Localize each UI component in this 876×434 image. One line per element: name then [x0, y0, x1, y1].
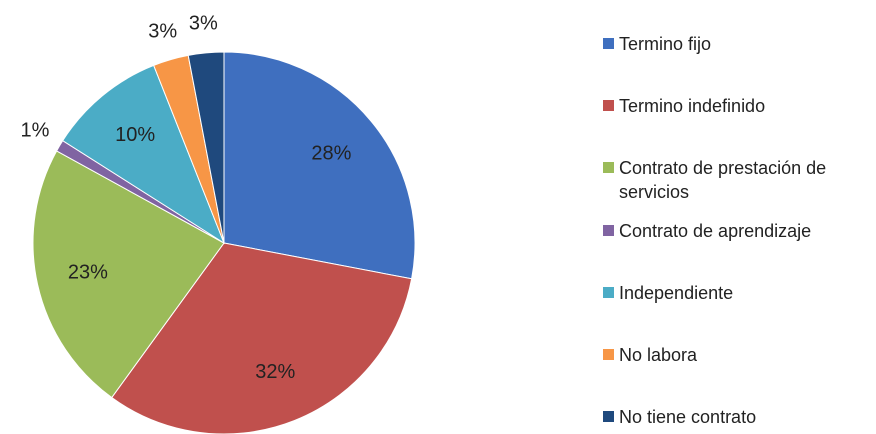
slice-label: 32% [255, 361, 295, 383]
legend-item: Termino fijo [603, 32, 863, 56]
legend-item: Contrato de aprendizaje [603, 219, 863, 243]
legend-item: No labora [603, 343, 863, 367]
legend-swatch [603, 224, 614, 236]
legend-swatch [603, 286, 614, 298]
legend-swatch [603, 411, 614, 423]
legend-label: Contrato de aprendizaje [619, 220, 812, 241]
legend-item: Independiente [603, 281, 863, 305]
legend-label: No tiene contrato [619, 407, 757, 428]
legend-label: Independiente [619, 282, 734, 303]
slice-label: 28% [311, 142, 351, 164]
legend-swatch [603, 162, 614, 174]
legend-item: Termino indefinido [603, 94, 863, 118]
legend-label: Termino fijo [619, 34, 712, 54]
slice-label: 10% [115, 124, 155, 146]
legend-item: Contrato de prestación de servicios [603, 156, 863, 204]
slice-label: 23% [68, 262, 108, 284]
pie-slice [223, 51, 416, 280]
legend-swatch [603, 100, 614, 112]
legend-swatch [603, 349, 614, 360]
legend-label: No labora [619, 345, 698, 365]
legend-item: No tiene contrato [603, 405, 863, 429]
legend-swatch [603, 38, 614, 49]
pie-slice [187, 51, 225, 244]
legend-label: Termino indefinido [619, 96, 766, 117]
pie-slice [111, 242, 413, 434]
slice-label: 3% [148, 20, 177, 42]
slice-label: 1% [20, 119, 49, 141]
pie-slice [62, 64, 226, 245]
pie-slice [32, 150, 225, 399]
legend-label: Contrato de prestación de servicios [619, 158, 827, 203]
slice-label: 3% [189, 13, 218, 35]
